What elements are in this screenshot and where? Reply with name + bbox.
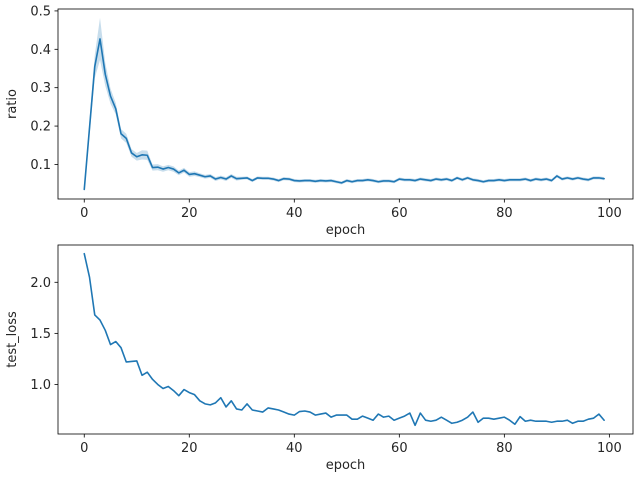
panel-1-y-tick-label: 0.1	[30, 158, 51, 173]
panel-2-x-tick-label: 40	[286, 441, 303, 456]
panel-2-x-tick-label: 0	[80, 441, 88, 456]
panel-2-x-tick-label: 20	[181, 441, 198, 456]
panel-1-y-tick-label: 0.5	[30, 4, 51, 19]
panel-2-axes-frame	[57, 244, 634, 435]
panel-1-x-tick-label: 80	[496, 206, 513, 221]
panel-1-axes-frame	[57, 8, 634, 200]
panel-2: 0 20 40 60 80 100 1.0 1.5 2.0 epoch test_loss	[5, 244, 634, 473]
panel-1-y-tick-label: 0.2	[30, 120, 51, 135]
panel-2-x-tick-label: 60	[391, 441, 408, 456]
panel-1-x-axis-label: epoch	[326, 223, 366, 238]
panel-2-y-tick-label: 1.0	[30, 378, 51, 393]
panel-1-x-tick-label: 100	[597, 206, 622, 221]
panel-1-x-tick-label: 40	[286, 206, 303, 221]
panel-2-x-tick-label: 100	[597, 441, 622, 456]
panel-1-confidence-band	[84, 17, 605, 191]
panel-1-x-tick-label: 0	[80, 206, 88, 221]
panel-2-y-tick-label: 1.5	[30, 327, 51, 342]
panel-1-x-tick-label: 60	[391, 206, 408, 221]
panel-2-series-line	[83, 252, 605, 427]
panel-1: 0 20 40 60 80 100 0.1 0.2 0.3 0.4 0.5 epoch ratio	[5, 4, 634, 238]
panel-1-y-tick-label: 0.3	[30, 81, 51, 96]
panel-2-x-tick-label: 80	[496, 441, 513, 456]
panel-1-x-tick-label: 20	[181, 206, 198, 221]
panel-2-y-axis-label: test_loss	[5, 311, 20, 368]
panel-2-x-axis-label: epoch	[326, 458, 366, 473]
panel-1-y-tick-label: 0.4	[30, 43, 51, 58]
panel-2-y-tick-label: 2.0	[30, 276, 51, 291]
panel-1-series-line	[83, 38, 605, 191]
panel-1-y-axis-label: ratio	[5, 89, 20, 119]
